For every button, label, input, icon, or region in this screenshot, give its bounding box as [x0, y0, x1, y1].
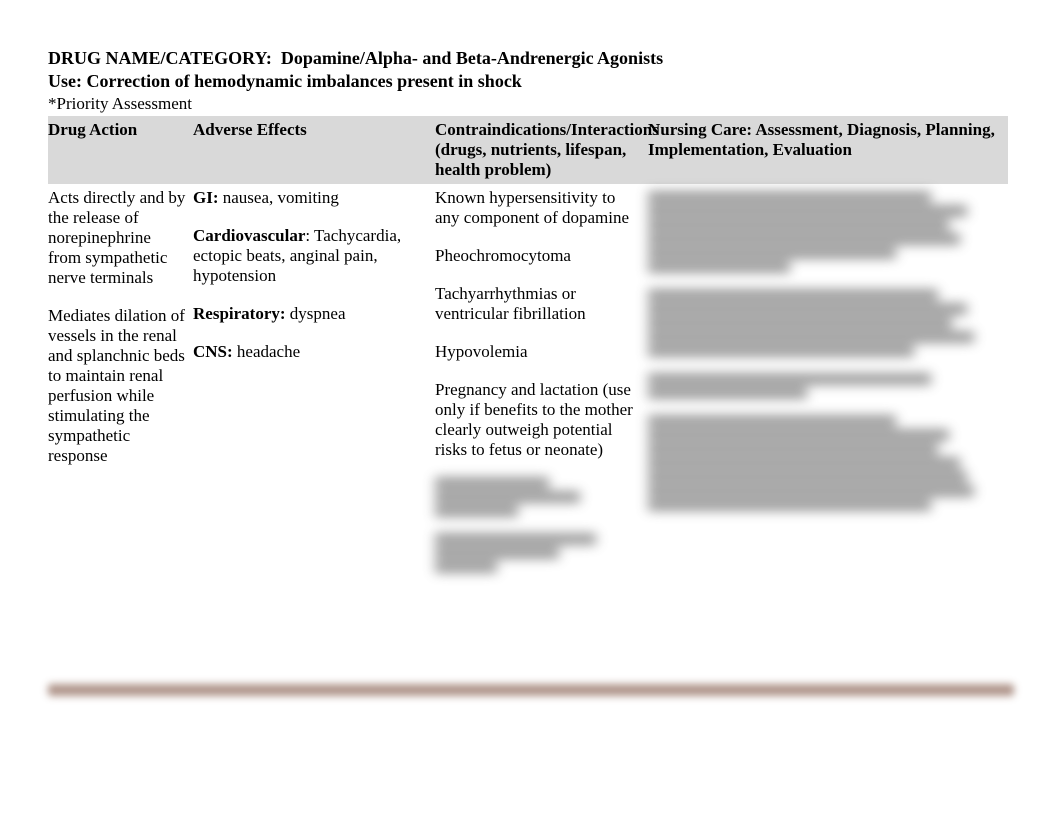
- col-nursing: Nursing Care: Assessment, Diagnosis, Pla…: [648, 116, 1008, 184]
- use-label: Use:: [48, 71, 82, 91]
- adverse-cardio: Cardiovascular: Tachycardia, ectopic bea…: [193, 226, 429, 286]
- footer-divider: [48, 684, 1014, 696]
- cell-contra: Known hypersensitivity to any component …: [435, 184, 648, 594]
- contra-p4: Hypovolemia: [435, 342, 642, 362]
- cns-label: CNS:: [193, 342, 233, 361]
- cns-text: headache: [233, 342, 300, 361]
- drug-value: Dopamine/Alpha- and Beta-Andrenergic Ago…: [281, 48, 663, 68]
- drug-action-p1: Acts directly and by the release of nore…: [48, 188, 187, 288]
- table-header-row: Drug Action Adverse Effects Contraindica…: [48, 116, 1008, 184]
- col-adverse: Adverse Effects: [193, 116, 435, 184]
- table-row: Acts directly and by the release of nore…: [48, 184, 1008, 594]
- contra-p2: Pheochromocytoma: [435, 246, 642, 266]
- col-drug-action: Drug Action: [48, 116, 193, 184]
- contra-p5: Pregnancy and lactation (use only if ben…: [435, 380, 642, 460]
- adverse-resp: Respiratory: dyspnea: [193, 304, 429, 324]
- nursing-blurred: [648, 192, 1002, 510]
- drug-table: Drug Action Adverse Effects Contraindica…: [48, 116, 1008, 594]
- drug-label: DRUG NAME/CATEGORY:: [48, 48, 272, 68]
- drug-action-p2: Mediates dilation of vessels in the rena…: [48, 306, 187, 466]
- gi-text: nausea, vomiting: [219, 188, 339, 207]
- gi-label: GI:: [193, 188, 219, 207]
- contra-p3: Tachyarrhythmias or ventricular fibrilla…: [435, 284, 642, 324]
- resp-label: Respiratory:: [193, 304, 286, 323]
- col-contra: Contraindications/Interactions (drugs, n…: [435, 116, 648, 184]
- adverse-cns: CNS: headache: [193, 342, 429, 362]
- contra-p1: Known hypersensitivity to any component …: [435, 188, 642, 228]
- use-line: Use: Correction of hemodynamic imbalance…: [48, 71, 1014, 92]
- cardio-label: Cardiovascular: [193, 226, 305, 245]
- drug-category-line: DRUG NAME/CATEGORY: Dopamine/Alpha- and …: [48, 48, 1014, 69]
- priority-note: *Priority Assessment: [48, 94, 1014, 114]
- cell-adverse: GI: nausea, vomiting Cardiovascular: Tac…: [193, 184, 435, 594]
- cell-nursing: [648, 184, 1008, 594]
- cell-drug-action: Acts directly and by the release of nore…: [48, 184, 193, 594]
- adverse-gi: GI: nausea, vomiting: [193, 188, 429, 208]
- resp-text: dyspnea: [286, 304, 346, 323]
- use-value: Correction of hemodynamic imbalances pre…: [87, 71, 522, 91]
- contra-blurred: [435, 478, 642, 572]
